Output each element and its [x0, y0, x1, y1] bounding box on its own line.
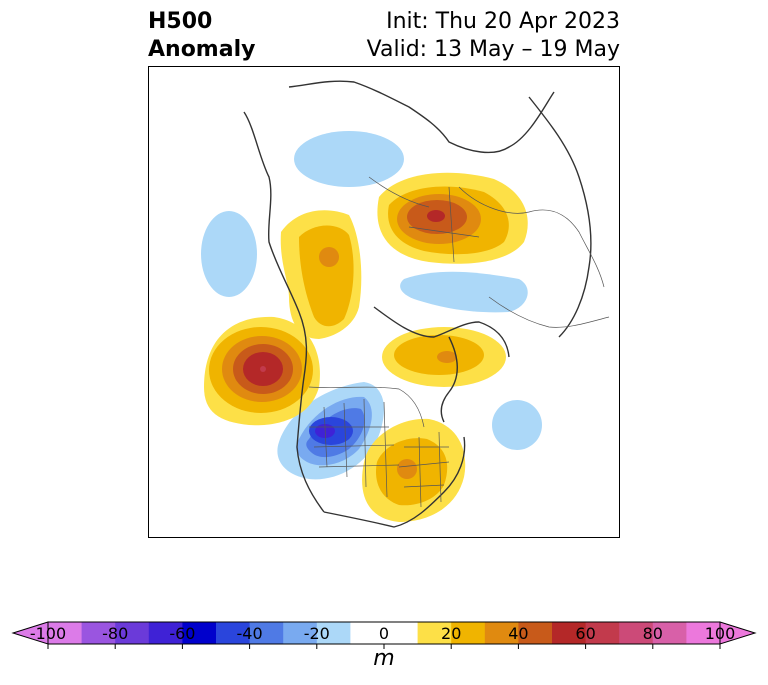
anomaly-map	[201, 80, 610, 528]
title-left: H500 Anomaly	[148, 8, 255, 64]
map-panel	[148, 66, 620, 538]
colorbar-segment	[350, 622, 385, 644]
field-name: H500	[148, 9, 213, 34]
colorbar-segment	[316, 622, 351, 644]
western-canada-ridge	[280, 210, 362, 339]
colorbar-segment	[148, 622, 183, 644]
colorbar-tick-label: -80	[102, 624, 129, 643]
colorbar-segment	[686, 622, 721, 644]
colorbar-segment	[81, 622, 116, 644]
hudson-bay-ridge	[382, 327, 506, 387]
colorbar-tick-label: 20	[441, 624, 462, 643]
colorbar-segment	[115, 622, 150, 644]
russia-ridge	[377, 172, 528, 264]
colorbar-tick-label: -40	[236, 624, 263, 643]
colorbar-tick-label: 40	[508, 624, 529, 643]
colorbar-segment	[417, 622, 452, 644]
colorbar-segment	[652, 622, 687, 644]
colorbar-tick-label: 100	[704, 624, 736, 643]
colorbar-segment	[384, 622, 419, 644]
colorbar-segments	[48, 622, 721, 644]
field-type: Anomaly	[148, 37, 256, 62]
borders	[308, 176, 610, 508]
colorbar-ticks	[47, 644, 721, 649]
colorbar-unit: m	[373, 646, 395, 671]
colorbar-tick-label: -20	[303, 624, 330, 643]
colorbar-tick-label: -60	[169, 624, 196, 643]
colorbar-segment	[552, 622, 587, 644]
colorbar-segment	[619, 622, 654, 644]
gulf-of-alaska-ridge	[204, 316, 320, 426]
colorbar-tick-label: 0	[378, 624, 390, 643]
title-right: Init: Thu 20 Apr 2023 Valid: 13 May – 19…	[367, 8, 620, 64]
colorbar	[11, 621, 757, 649]
colorbar-segment	[484, 622, 519, 644]
colorbar-segment	[249, 622, 284, 644]
valid-period: Valid: 13 May – 19 May	[366, 37, 620, 62]
colorbar-segment	[182, 622, 217, 644]
north-pacific-trough	[201, 211, 257, 297]
coastlines	[243, 80, 592, 528]
colorbar-tick-label: 60	[575, 624, 596, 643]
positive-anomalies	[204, 172, 528, 522]
north-atlantic-trough	[492, 400, 542, 450]
init-time: Init: Thu 20 Apr 2023	[386, 9, 620, 34]
colorbar-segment	[451, 622, 486, 644]
colorbar-segment	[585, 622, 620, 644]
colorbar-segment	[518, 622, 553, 644]
colorbar-tick-label: 80	[642, 624, 663, 643]
asia-trough	[294, 131, 404, 187]
colorbar-segment	[48, 622, 83, 644]
colorbar-segment	[216, 622, 251, 644]
colorbar-segment	[283, 622, 318, 644]
arctic-trough	[400, 271, 528, 313]
colorbar-tick-label: -100	[29, 624, 67, 643]
